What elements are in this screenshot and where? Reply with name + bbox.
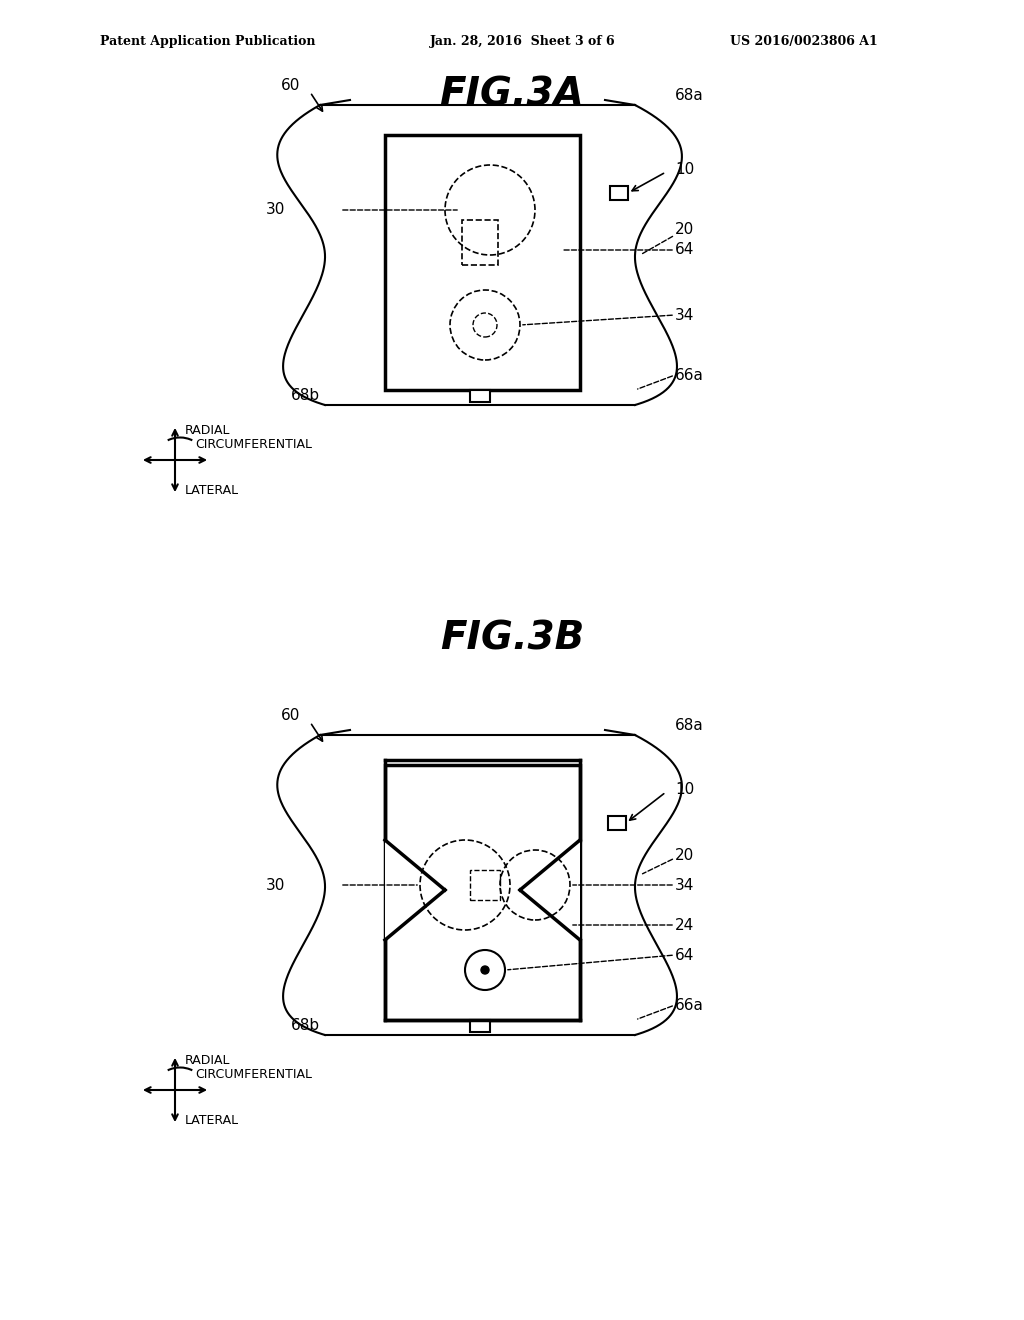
Text: RADIAL: RADIAL xyxy=(185,424,230,437)
Text: 64: 64 xyxy=(675,948,694,962)
Bar xyxy=(608,816,626,830)
Text: 60: 60 xyxy=(281,708,300,722)
Text: 64: 64 xyxy=(675,243,694,257)
Bar xyxy=(470,870,500,900)
Text: 68b: 68b xyxy=(291,388,319,403)
Text: 30: 30 xyxy=(265,878,285,892)
Text: 66a: 66a xyxy=(675,998,703,1012)
Text: Patent Application Publication: Patent Application Publication xyxy=(100,36,315,48)
Text: 20: 20 xyxy=(675,223,694,238)
Text: 68a: 68a xyxy=(675,87,703,103)
Text: FIG.3A: FIG.3A xyxy=(439,75,585,114)
Text: 10: 10 xyxy=(675,162,694,177)
Bar xyxy=(385,135,580,389)
Text: 34: 34 xyxy=(675,878,694,892)
Bar xyxy=(610,186,628,201)
Text: 24: 24 xyxy=(675,917,694,932)
Text: 10: 10 xyxy=(675,783,694,797)
Text: CIRCUMFERENTIAL: CIRCUMFERENTIAL xyxy=(195,438,312,451)
Bar xyxy=(385,766,580,1020)
Text: Jan. 28, 2016  Sheet 3 of 6: Jan. 28, 2016 Sheet 3 of 6 xyxy=(430,36,615,48)
Text: 34: 34 xyxy=(675,308,694,322)
Text: 66a: 66a xyxy=(675,367,703,383)
Bar xyxy=(462,220,498,265)
Text: 60: 60 xyxy=(281,78,300,92)
Text: 20: 20 xyxy=(675,847,694,862)
Bar xyxy=(470,389,490,403)
Bar xyxy=(470,1020,490,1032)
Polygon shape xyxy=(385,840,445,940)
Text: FIG.3B: FIG.3B xyxy=(440,620,584,657)
Polygon shape xyxy=(520,840,580,940)
Text: RADIAL: RADIAL xyxy=(185,1053,230,1067)
Text: 30: 30 xyxy=(265,202,285,218)
Circle shape xyxy=(481,966,489,974)
Text: LATERAL: LATERAL xyxy=(185,1114,240,1126)
Text: CIRCUMFERENTIAL: CIRCUMFERENTIAL xyxy=(195,1068,312,1081)
Text: 68a: 68a xyxy=(675,718,703,733)
Text: 68b: 68b xyxy=(291,1018,319,1032)
Text: LATERAL: LATERAL xyxy=(185,483,240,496)
Text: US 2016/0023806 A1: US 2016/0023806 A1 xyxy=(730,36,878,48)
